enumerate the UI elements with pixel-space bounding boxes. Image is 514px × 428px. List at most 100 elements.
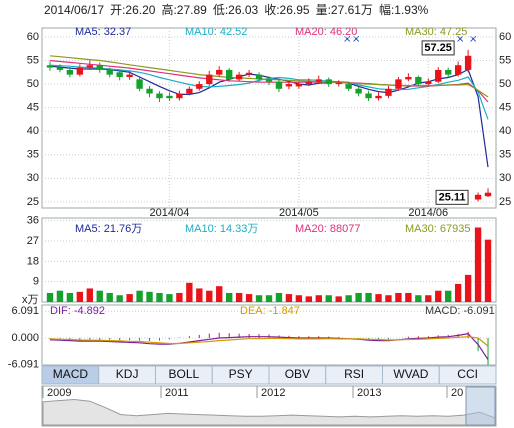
tab-label[interactable]: PSY bbox=[229, 367, 253, 381]
volume-bar bbox=[235, 292, 243, 302]
tab-label[interactable]: MACD bbox=[53, 367, 89, 381]
volume-bar bbox=[315, 295, 322, 302]
range-handle[interactable] bbox=[465, 386, 496, 426]
tab[interactable]: KDJ bbox=[98, 365, 156, 385]
tab-label[interactable]: OBV bbox=[285, 367, 310, 381]
overview-label: 2012 bbox=[261, 387, 285, 399]
volume-bar bbox=[166, 294, 173, 302]
candle-body bbox=[146, 88, 153, 94]
legend-label: MA10: 14.33万 bbox=[185, 223, 258, 235]
y-tick-label: 25 bbox=[27, 196, 39, 208]
volume-bar bbox=[206, 290, 213, 302]
legend-label: DEA: -1.847 bbox=[240, 305, 300, 317]
y-tick-label: 6.091 bbox=[11, 305, 39, 317]
volume-bar bbox=[464, 274, 472, 302]
volume-bar bbox=[56, 290, 64, 302]
candle-body bbox=[66, 69, 74, 75]
y-tick-label: 9 bbox=[33, 276, 39, 288]
y-tick-label: 60 bbox=[27, 31, 39, 43]
volume-bar bbox=[66, 292, 74, 302]
y-tick-label-right: 50 bbox=[499, 78, 511, 90]
tab-label[interactable]: RSI bbox=[344, 367, 364, 381]
tab-bg[interactable] bbox=[438, 365, 497, 385]
volume-bar bbox=[216, 286, 223, 302]
header-field: 低:26.03 bbox=[213, 3, 259, 17]
volume-bar bbox=[275, 292, 283, 302]
volume-unit: x万 bbox=[22, 294, 39, 306]
tab[interactable]: PSY bbox=[211, 365, 270, 385]
candle-body bbox=[285, 84, 293, 87]
markers: ✕ ✕ ✕ ✕ bbox=[343, 35, 477, 46]
y-tick-label: 55 bbox=[27, 54, 39, 66]
volume-bar bbox=[245, 294, 253, 302]
volume-bar bbox=[415, 295, 422, 302]
candle-body bbox=[435, 69, 442, 82]
volume-bar bbox=[445, 290, 452, 302]
legend-label: MA5: 21.76万 bbox=[75, 223, 142, 235]
tab[interactable]: CCI bbox=[438, 365, 497, 385]
volume-bar bbox=[265, 295, 273, 302]
volume-bar bbox=[46, 292, 54, 302]
header-field: 幅:1.93% bbox=[379, 2, 429, 17]
candle-body bbox=[305, 81, 313, 85]
y-tick-label: 0.000 bbox=[11, 332, 39, 344]
candle-body bbox=[325, 79, 332, 85]
tab-label[interactable]: KDJ bbox=[116, 367, 139, 381]
candle-body bbox=[375, 95, 382, 99]
tab[interactable]: OBV bbox=[268, 365, 327, 385]
candle-body bbox=[46, 65, 54, 68]
candle-body bbox=[265, 79, 273, 82]
volume-bar bbox=[285, 294, 293, 302]
volume-bar bbox=[375, 294, 382, 302]
x-tick-label: 2014/04 bbox=[150, 207, 190, 219]
legend-label: MA10: 42.52 bbox=[185, 26, 247, 38]
candle-body bbox=[365, 93, 372, 99]
y-tick-label-right: 30 bbox=[499, 172, 511, 184]
volume-bar bbox=[76, 291, 84, 302]
macd-line bbox=[49, 332, 489, 360]
tab[interactable]: MACD bbox=[41, 365, 100, 385]
candle-body bbox=[186, 88, 193, 94]
tab[interactable]: WVAD bbox=[382, 365, 440, 385]
y-tick-label-right: 25 bbox=[499, 196, 511, 208]
tab[interactable]: RSI bbox=[325, 365, 383, 385]
tab[interactable]: BOLL bbox=[155, 365, 213, 385]
y-tick-label: 45 bbox=[27, 102, 39, 114]
volume-bar bbox=[355, 292, 362, 302]
legend-label: MA20: 88077 bbox=[295, 223, 360, 235]
volume-bar bbox=[295, 295, 303, 302]
volume-bar bbox=[225, 292, 233, 302]
x-tick-label: 2014/05 bbox=[279, 207, 319, 219]
overview-label: 2011 bbox=[165, 387, 189, 399]
candle-body bbox=[235, 74, 243, 80]
candle-body bbox=[56, 67, 64, 70]
overview-label: 2009 bbox=[47, 387, 71, 399]
x-tick-label: 2014/06 bbox=[408, 207, 448, 219]
volume-bar bbox=[146, 291, 153, 302]
candle-body bbox=[405, 77, 412, 80]
candle-body bbox=[106, 69, 113, 75]
candle-body bbox=[484, 192, 492, 197]
y-tick-label-right: 40 bbox=[499, 125, 511, 137]
tab-label[interactable]: BOLL bbox=[169, 367, 200, 381]
volume-bar bbox=[365, 292, 372, 302]
marker: ✕ bbox=[456, 35, 464, 46]
legend-label: DIF: -4.892 bbox=[50, 305, 105, 317]
candle-body bbox=[445, 69, 452, 75]
volume-bar bbox=[435, 290, 442, 302]
volume-bar bbox=[126, 294, 133, 302]
candle-body bbox=[206, 74, 213, 85]
candle-body bbox=[425, 81, 432, 85]
y-tick-label: 30 bbox=[27, 172, 39, 184]
volume-bar bbox=[186, 282, 193, 302]
y-tick-label: 36 bbox=[27, 215, 39, 227]
header-field: 2014/06/17 bbox=[44, 3, 104, 17]
y-tick-label: 18 bbox=[27, 255, 39, 267]
candle-body bbox=[216, 69, 223, 75]
candle-body bbox=[156, 93, 163, 99]
overview-label: 2013 bbox=[357, 387, 381, 399]
tab-label[interactable]: WVAD bbox=[393, 367, 428, 381]
tab-label[interactable]: CCI bbox=[457, 367, 478, 381]
legend-label: MACD: -6.091 bbox=[425, 305, 495, 317]
macd-line bbox=[49, 336, 489, 347]
